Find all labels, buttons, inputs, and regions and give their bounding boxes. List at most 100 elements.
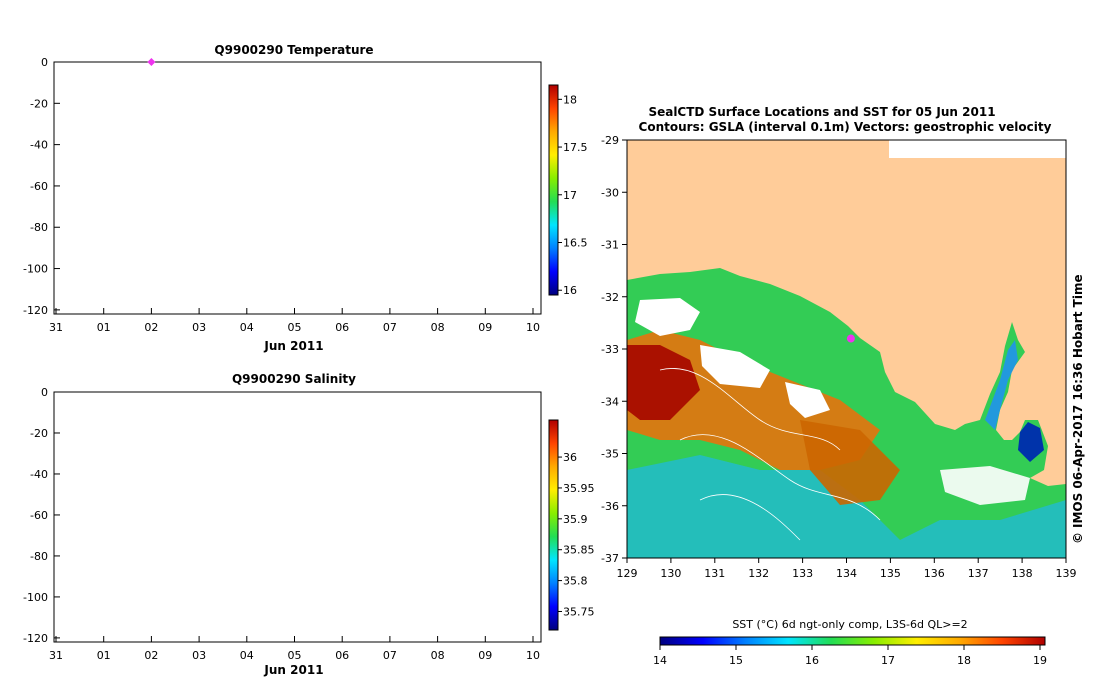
gsla-contour-2 <box>679 434 881 521</box>
map-x-tick-label: 137 <box>968 567 989 580</box>
map-y-ticks: -29 -30 -31 -32 -33 -34 -35 -36 -37 <box>601 134 627 565</box>
sst-colorbar-ticks: 14 15 16 17 18 19 <box>653 645 1047 667</box>
credit-block: © IMOS 06-Apr-2017 16:36 Hobart Time <box>1071 274 1085 544</box>
temperature-x-ticks: 31 01 02 03 04 05 06 07 08 09 10 <box>49 308 540 334</box>
sst-cool-band <box>627 455 1066 558</box>
sst-colorbar <box>659 636 1046 646</box>
sst-colorbar-label: SST (°C) 6d ngt-only comp, L3S-6d QL>=2 <box>732 618 967 631</box>
map-title: SealCTD Surface Locations and SST for 05… <box>648 105 995 119</box>
colorbar-tick-label: 36 <box>563 451 577 464</box>
map-y-tick-label: -36 <box>601 500 619 513</box>
x-tick-label: 10 <box>526 649 540 662</box>
x-tick-label: 01 <box>97 321 111 334</box>
sst-map-panel: SealCTD Surface Locations and SST for 05… <box>601 105 1085 667</box>
x-tick-label: 05 <box>288 649 302 662</box>
salinity-colorbar <box>548 419 559 631</box>
x-tick-label: 06 <box>335 321 349 334</box>
gsla-contour-1 <box>659 368 841 451</box>
y-tick-label: 0 <box>41 56 48 69</box>
sst-warm-patch <box>800 420 900 505</box>
temperature-data-point <box>147 58 156 66</box>
y-tick-label: 0 <box>41 386 48 399</box>
map-x-tick-label: 133 <box>792 567 813 580</box>
x-tick-label: 07 <box>383 649 397 662</box>
colorbar-tick-label: 17.5 <box>563 141 588 154</box>
x-tick-label: 31 <box>49 321 63 334</box>
colorbar-tick-label: 16 <box>563 284 577 297</box>
seal-location-marker <box>846 334 855 343</box>
x-tick-label: 01 <box>97 649 111 662</box>
temperature-x-label: Jun 2011 <box>263 339 323 353</box>
colorbar-tick-label: 35.95 <box>563 482 595 495</box>
map-y-tick-label: -33 <box>601 343 619 356</box>
x-tick-label: 08 <box>431 649 445 662</box>
map-x-tick-label: 138 <box>1012 567 1033 580</box>
colorbar-tick-label: 16.5 <box>563 237 588 250</box>
map-y-tick-label: -29 <box>601 134 619 147</box>
no-data-corner <box>889 140 1066 158</box>
gulf-st-vincent <box>1018 422 1044 462</box>
cloud-patch-1 <box>635 298 700 336</box>
map-y-tick-label: -37 <box>601 552 619 565</box>
x-tick-label: 03 <box>192 321 206 334</box>
sst-colorbar-tick-label: 18 <box>957 654 971 667</box>
copyright-symbol: © <box>1071 532 1085 544</box>
sst-colorbar-tick-label: 15 <box>729 654 743 667</box>
colorbar-tick-label: 35.9 <box>563 513 588 526</box>
x-tick-label: 09 <box>478 649 492 662</box>
x-tick-label: 31 <box>49 649 63 662</box>
sst-colorbar-tick-label: 19 <box>1033 654 1047 667</box>
map-x-tick-label: 132 <box>748 567 769 580</box>
colorbar-tick-label: 35.8 <box>563 575 588 588</box>
sst-colorbar-tick-label: 16 <box>805 654 819 667</box>
x-tick-label: 04 <box>240 649 254 662</box>
y-tick-label: -120 <box>23 632 48 645</box>
x-tick-label: 06 <box>335 649 349 662</box>
gsla-contour-3 <box>699 494 801 541</box>
x-tick-label: 07 <box>383 321 397 334</box>
x-tick-label: 03 <box>192 649 206 662</box>
salinity-x-ticks: 31 01 02 03 04 05 06 07 08 09 10 <box>49 636 540 662</box>
map-x-tick-label: 134 <box>836 567 857 580</box>
sst-colorbar-tick-label: 17 <box>881 654 895 667</box>
map-x-tick-label: 136 <box>924 567 945 580</box>
y-tick-label: -80 <box>30 550 48 563</box>
credit-text: IMOS 06-Apr-2017 16:36 Hobart Time <box>1071 274 1085 528</box>
x-tick-label: 10 <box>526 321 540 334</box>
y-tick-label: -100 <box>23 263 48 276</box>
y-tick-label: -60 <box>30 509 48 522</box>
cloud-patch-4 <box>940 466 1030 505</box>
salinity-colorbar-ticks: 36 35.95 35.9 35.85 35.8 35.75 <box>558 451 595 618</box>
colorbar-tick-label: 35.85 <box>563 544 595 557</box>
spencer-gulf <box>985 340 1018 430</box>
temperature-points <box>147 58 156 66</box>
map-x-tick-label: 130 <box>660 567 681 580</box>
x-tick-label: 02 <box>144 321 158 334</box>
y-tick-label: -80 <box>30 221 48 234</box>
temperature-colorbar <box>548 84 559 296</box>
temperature-title: Q9900290 Temperature <box>214 43 373 57</box>
y-tick-label: -100 <box>23 591 48 604</box>
map-y-tick-label: -34 <box>601 395 619 408</box>
map-x-ticks: 129 130 131 132 133 134 135 136 137 138 139 <box>617 558 1077 580</box>
colorbar-tick-label: 35.75 <box>563 605 595 618</box>
y-tick-label: -60 <box>30 180 48 193</box>
x-tick-label: 09 <box>478 321 492 334</box>
x-tick-label: 05 <box>288 321 302 334</box>
map-x-tick-label: 135 <box>880 567 901 580</box>
y-tick-label: -120 <box>23 304 48 317</box>
map-y-tick-label: -30 <box>601 186 619 199</box>
temperature-y-ticks: 0 -20 -40 -60 -80 -100 -120 <box>23 56 60 317</box>
cloud-patch-2 <box>700 345 770 388</box>
temperature-plot-frame <box>53 61 542 315</box>
salinity-x-label: Jun 2011 <box>263 663 323 677</box>
map-y-tick-label: -35 <box>601 448 619 461</box>
colorbar-tick-label: 18 <box>563 93 577 106</box>
y-tick-label: -40 <box>30 139 48 152</box>
map-y-tick-label: -32 <box>601 291 619 304</box>
map-area <box>627 140 1066 558</box>
y-tick-label: -20 <box>30 97 48 110</box>
salinity-title: Q9900290 Salinity <box>232 372 356 386</box>
x-tick-label: 04 <box>240 321 254 334</box>
